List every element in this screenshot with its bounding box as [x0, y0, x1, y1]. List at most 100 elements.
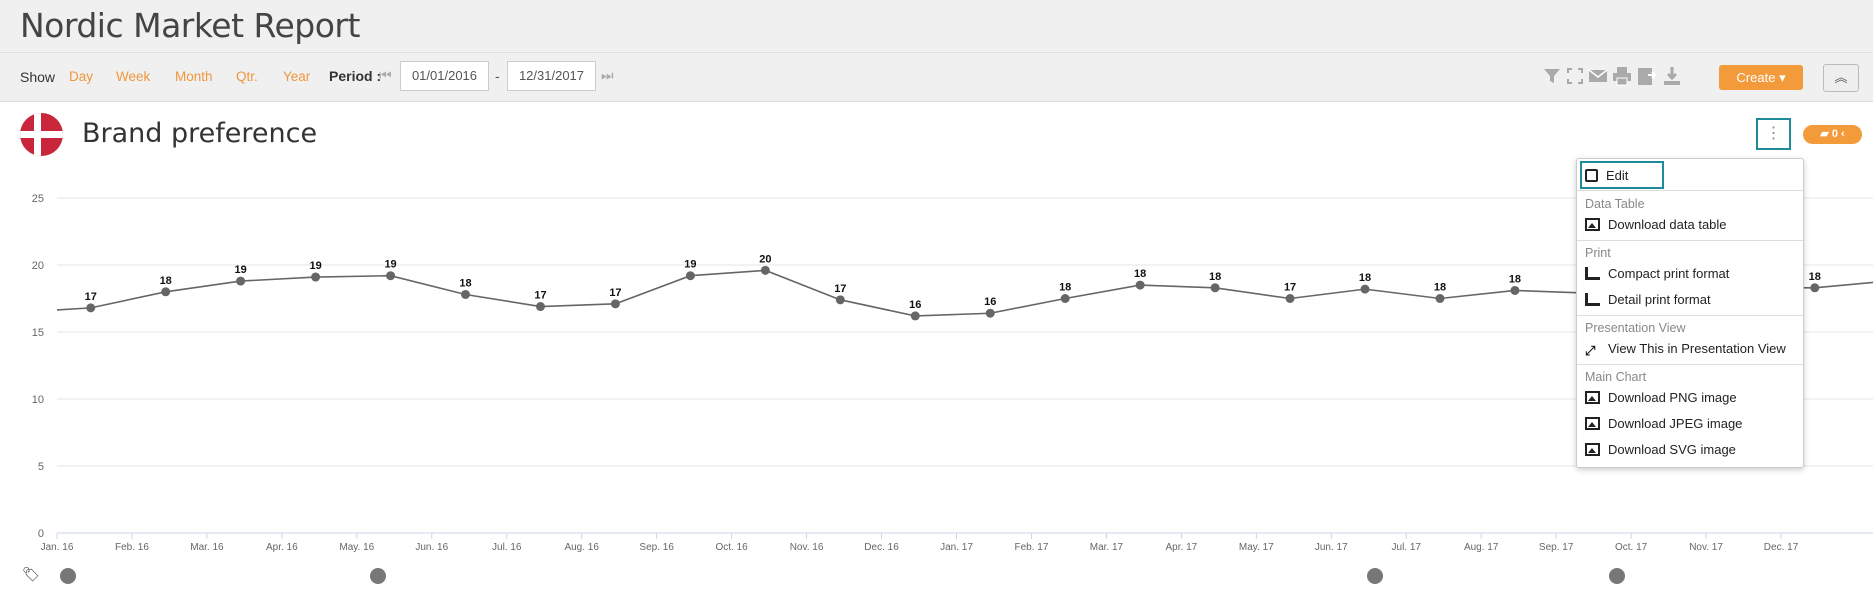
data-point	[610, 299, 620, 309]
data-label: 16	[909, 299, 921, 311]
x-tick-label: Feb. 17	[1014, 542, 1048, 553]
menu-item-detail-print[interactable]: Detail print format	[1585, 289, 1711, 311]
line-chart: 0 5 10 15 20 25 Jan. 16 Feb. 16 Mar. 16 Apr. 16 Ma…	[32, 193, 1873, 553]
image-icon	[1585, 218, 1600, 231]
period-day-link[interactable]: Day	[69, 69, 94, 84]
data-label: 18	[160, 275, 172, 287]
menu-item-edit-label: Edit	[1606, 168, 1629, 183]
period-qtr-link[interactable]: Qtr.	[236, 69, 258, 84]
menu-section-print: Print	[1585, 246, 1611, 260]
menu-item-compact-print[interactable]: Compact print format	[1585, 263, 1729, 285]
data-point	[311, 272, 321, 282]
x-tick-label: Mar. 16	[190, 542, 224, 553]
create-button[interactable]: Create ▾	[1719, 65, 1803, 90]
download-icon[interactable]	[1661, 65, 1683, 87]
report-title: Nordic Market Report	[20, 6, 360, 45]
menu-divider	[1577, 240, 1803, 241]
menu-item-label: Download JPEG image	[1608, 416, 1743, 431]
options-menu: Edit Data Table Download data table Prin…	[1576, 158, 1804, 468]
date-from-input[interactable]: 01/01/2016	[400, 61, 489, 91]
menu-item-edit[interactable]: Edit	[1585, 165, 1628, 187]
x-tick-label: Jun. 16	[415, 542, 448, 553]
data-label: 18	[1209, 271, 1221, 283]
filter-icon[interactable]	[1541, 65, 1563, 87]
period-month-link[interactable]: Month	[175, 69, 213, 84]
data-point	[910, 311, 920, 321]
collapse-button[interactable]: ︽	[1823, 64, 1859, 92]
data-point	[1060, 294, 1070, 303]
comment-count: 0	[1831, 128, 1838, 140]
data-point	[161, 287, 171, 297]
data-label: 17	[609, 287, 621, 299]
first-period-icon[interactable]: ⏮	[379, 67, 392, 83]
menu-item-label: Detail print format	[1608, 292, 1711, 307]
x-tick-label: Apr. 17	[1166, 542, 1198, 553]
caret-down-icon: ▾	[1779, 70, 1786, 85]
data-label: 17	[834, 283, 846, 295]
edit-icon	[1585, 169, 1598, 182]
gauge-icon[interactable]	[370, 568, 386, 584]
denmark-flag	[20, 113, 63, 156]
y-tick-label: 25	[32, 193, 44, 205]
period-week-link[interactable]: Week	[116, 69, 151, 84]
x-tick-label: Jul. 17	[1392, 542, 1422, 553]
last-period-icon[interactable]: ⏭	[601, 67, 614, 83]
menu-item-label: Compact print format	[1608, 266, 1730, 281]
tags-icon[interactable]: 🏷	[22, 566, 40, 582]
x-tick-label: Aug. 17	[1464, 542, 1499, 553]
x-tick-label: Sep. 16	[639, 542, 674, 553]
data-label: 20	[759, 253, 771, 265]
menu-item-download-data-table[interactable]: Download data table	[1585, 214, 1727, 236]
period-year-link[interactable]: Year	[283, 69, 311, 84]
comment-badge[interactable]: ▰ 0 ‹	[1803, 125, 1862, 144]
email-icon[interactable]	[1587, 65, 1609, 87]
data-point	[236, 276, 246, 286]
data-point	[1360, 284, 1370, 294]
gauge-icon[interactable]	[60, 568, 76, 584]
data-point	[1285, 294, 1295, 303]
data-label: 18	[1359, 272, 1371, 284]
menu-section-main-chart: Main Chart	[1585, 370, 1647, 384]
show-label: Show	[20, 69, 56, 85]
image-icon	[1585, 417, 1600, 430]
fullscreen-icon[interactable]	[1564, 65, 1586, 87]
data-label: 18	[1434, 282, 1446, 294]
title-bar: Nordic Market Report	[0, 0, 1873, 53]
period-label: Period :	[329, 68, 382, 84]
menu-item-download-png[interactable]: Download PNG image	[1585, 387, 1737, 409]
data-point	[461, 289, 471, 299]
menu-item-label: View This in Presentation View	[1608, 341, 1786, 356]
x-tick-label: Nov. 17	[1689, 542, 1723, 553]
data-point	[1810, 283, 1820, 293]
data-label: 18	[1509, 273, 1521, 285]
data-point	[86, 303, 96, 313]
data-label: 16	[984, 296, 996, 308]
menu-item-label: Download PNG image	[1608, 390, 1737, 405]
data-point	[1210, 283, 1220, 293]
print-icon[interactable]	[1611, 65, 1633, 87]
export-icon[interactable]	[1635, 65, 1657, 87]
gauge-icon[interactable]	[1367, 568, 1383, 584]
x-tick-label: Oct. 17	[1615, 542, 1648, 553]
data-label: 19	[384, 259, 396, 271]
gauge-icon[interactable]	[1609, 568, 1625, 584]
data-point	[835, 295, 845, 305]
data-label: 17	[85, 291, 97, 303]
x-tick-label: Feb. 16	[115, 542, 149, 553]
chevron-up-double-icon: ︽	[1834, 70, 1848, 85]
data-point	[760, 265, 770, 275]
x-tick-label: Jan. 17	[940, 542, 973, 553]
image-icon	[1585, 443, 1600, 456]
date-to-input[interactable]: 12/31/2017	[507, 61, 596, 91]
data-point	[1510, 285, 1520, 295]
menu-item-download-svg[interactable]: Download SVG image	[1585, 439, 1736, 461]
y-tick-label: 15	[32, 327, 44, 339]
menu-item-presentation-view[interactable]: ⤢ View This in Presentation View	[1585, 338, 1786, 360]
x-tick-label: Nov. 16	[790, 542, 824, 553]
more-options-button[interactable]: ⋮	[1756, 118, 1791, 150]
menu-item-download-jpeg[interactable]: Download JPEG image	[1585, 413, 1742, 435]
print-format-icon	[1585, 293, 1600, 306]
x-tick-label: Dec. 17	[1764, 542, 1799, 553]
data-point	[685, 271, 695, 281]
data-point	[1135, 280, 1145, 290]
